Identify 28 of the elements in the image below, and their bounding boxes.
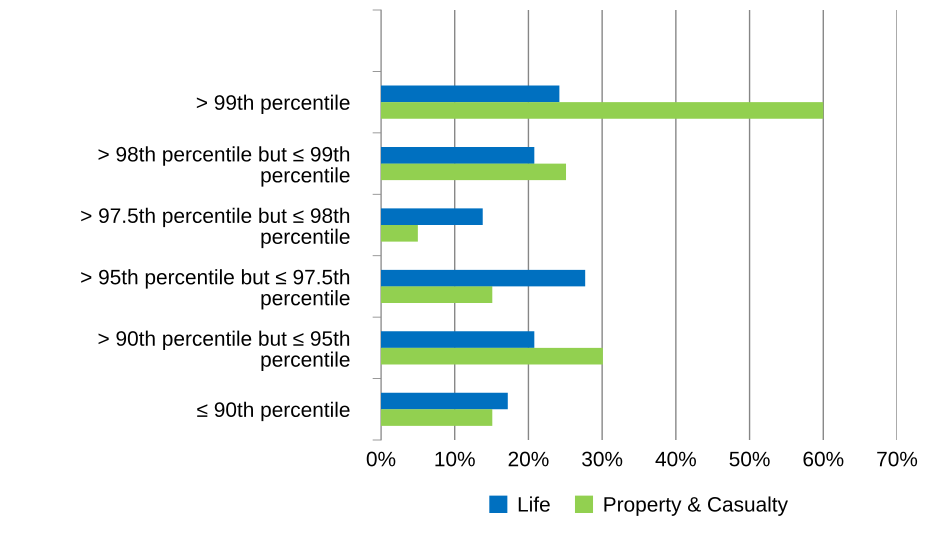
y-tick-label: ≤ 90th percentile xyxy=(197,402,350,422)
y-tick-label: > 97.5th percentile but ≤ 98th percentile xyxy=(81,208,350,248)
x-tick-label: 50% xyxy=(730,452,770,466)
x-tick-label: 10% xyxy=(435,452,475,466)
bar xyxy=(381,392,508,410)
x-tick-label: 20% xyxy=(508,452,549,466)
y-tick-label: > 95th percentile but ≤ 97.5th percentile xyxy=(81,269,350,310)
bar xyxy=(381,409,492,426)
y-tick-label: > 98th percentile but ≤ 99th percentile xyxy=(98,146,350,187)
y-tick-label: > 90th percentile but ≤ 95th percentile xyxy=(98,330,350,371)
bar xyxy=(381,164,566,180)
bar xyxy=(381,348,603,364)
y-tick-label: > 99th percentile xyxy=(196,94,350,114)
bar xyxy=(381,331,534,348)
bar xyxy=(381,270,586,286)
bar xyxy=(381,102,824,119)
x-tick-label: 30% xyxy=(582,452,622,466)
legend-label: Life xyxy=(518,496,550,512)
legend-label: Property & Casualty xyxy=(604,496,788,516)
x-tick-label: 0% xyxy=(366,452,396,466)
bar xyxy=(381,146,534,164)
bar xyxy=(381,225,418,242)
bar xyxy=(381,286,492,304)
bar xyxy=(381,208,483,225)
x-tick-label: 70% xyxy=(877,452,918,466)
x-tick-label: 60% xyxy=(803,452,844,466)
bar xyxy=(381,86,560,102)
x-tick-label: 40% xyxy=(655,452,696,466)
